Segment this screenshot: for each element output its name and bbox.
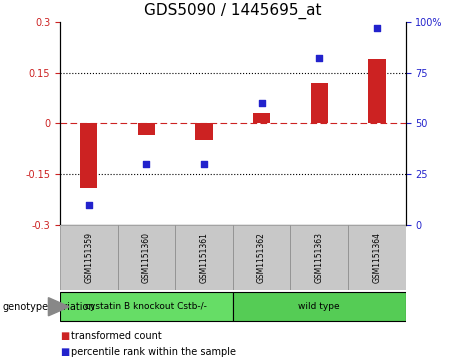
Point xyxy=(85,202,92,208)
FancyBboxPatch shape xyxy=(118,225,175,290)
FancyBboxPatch shape xyxy=(175,225,233,290)
Text: GSM1151364: GSM1151364 xyxy=(372,232,381,283)
Text: cystatin B knockout Cstb-/-: cystatin B knockout Cstb-/- xyxy=(85,302,207,311)
Text: GSM1151362: GSM1151362 xyxy=(257,232,266,283)
Text: ■: ■ xyxy=(60,331,69,341)
Text: genotype/variation: genotype/variation xyxy=(2,302,95,312)
Text: GSM1151359: GSM1151359 xyxy=(84,232,93,283)
Text: GSM1151363: GSM1151363 xyxy=(315,232,324,283)
Bar xyxy=(138,123,155,135)
Point xyxy=(258,100,266,106)
FancyBboxPatch shape xyxy=(348,225,406,290)
Bar xyxy=(195,123,213,140)
Text: wild type: wild type xyxy=(298,302,340,311)
FancyBboxPatch shape xyxy=(290,225,348,290)
Bar xyxy=(80,123,97,188)
Bar xyxy=(311,83,328,123)
FancyBboxPatch shape xyxy=(233,292,406,322)
Text: transformed count: transformed count xyxy=(71,331,162,341)
Text: percentile rank within the sample: percentile rank within the sample xyxy=(71,347,236,357)
Bar xyxy=(253,113,270,123)
Point xyxy=(200,161,207,167)
Title: GDS5090 / 1445695_at: GDS5090 / 1445695_at xyxy=(144,3,322,19)
FancyBboxPatch shape xyxy=(60,292,233,322)
Text: GSM1151360: GSM1151360 xyxy=(142,232,151,283)
Point xyxy=(315,56,323,61)
Point xyxy=(373,25,381,31)
FancyBboxPatch shape xyxy=(60,225,118,290)
Bar xyxy=(368,59,385,123)
FancyBboxPatch shape xyxy=(233,225,290,290)
Point xyxy=(142,161,150,167)
Text: ■: ■ xyxy=(60,347,69,357)
Text: GSM1151361: GSM1151361 xyxy=(200,232,208,283)
